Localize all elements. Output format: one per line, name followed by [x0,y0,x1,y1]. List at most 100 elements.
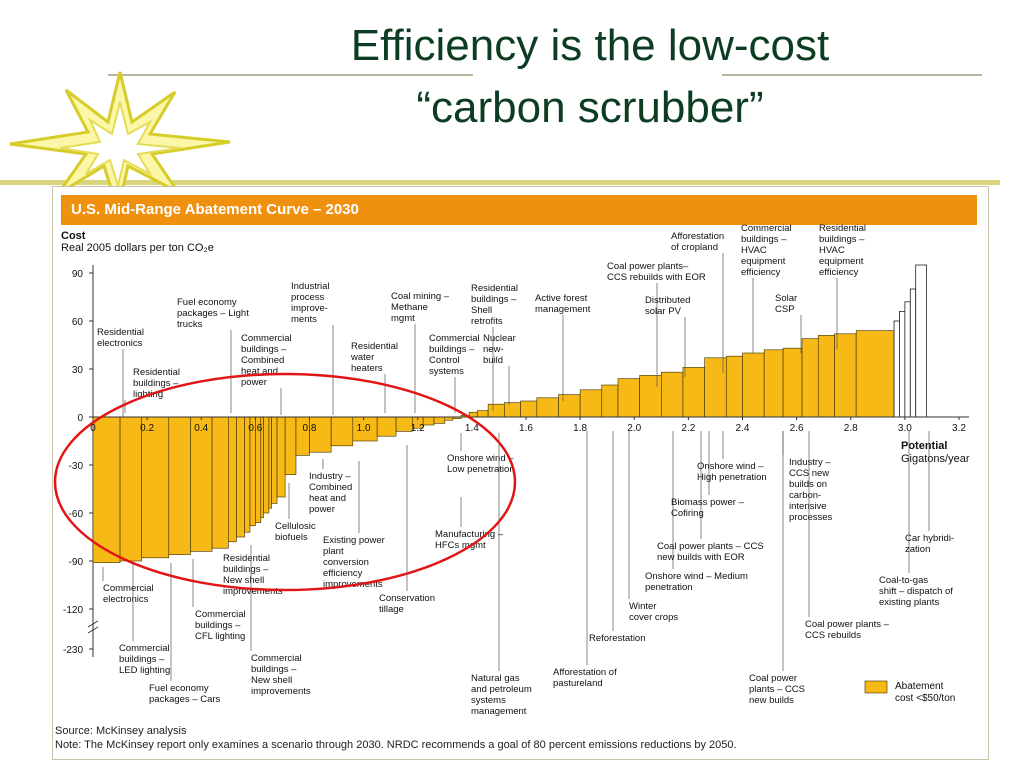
abatement-bar-3 [168,416,191,555]
abatement-bar-2 [141,416,170,559]
abatement-bar-14 [271,416,278,504]
x-tick-label: 0.2 [140,423,154,434]
abatement-bar-45 [763,349,784,418]
abatement-bar-31 [487,403,505,418]
x-axis-unit: Gigatons/year [901,453,970,465]
abatement-bar-39 [639,375,662,418]
abatement-bar-44 [742,352,765,418]
annotation-manufacturing-hfcs: Manufacturing – HFCs mgmt [435,529,504,551]
abatement-bar-33 [520,400,538,418]
y-axis-label: Cost [61,230,86,242]
title-rule-right [722,74,982,76]
annotation-biomass-power-cofiring: Biomass power – Cofiring [671,497,745,519]
x-tick-label: 1.8 [573,423,587,434]
annotation-commercial-electronics: Commercial electronics [103,583,154,605]
x-tick-label: 2.8 [844,423,858,434]
abatement-bar-15 [276,416,286,498]
abatement-bar-50 [855,330,895,418]
abatement-bar-47 [801,338,819,418]
abatement-bar-30 [476,410,489,418]
y-tick-label: -60 [69,509,84,520]
abatement-bar-12 [263,416,270,514]
abatement-bar-43 [725,355,743,418]
annotation-commercial-buildings-control-systems: Commercial buildings – Control systems [429,333,480,377]
high-cost-bar-2 [904,301,911,418]
annotation-residential-buildings-new-shell: Residential buildings – New shell improveme… [223,553,283,597]
y-tick-label: 0 [77,413,83,424]
chart-header: U.S. Mid-Range Abatement Curve – 2030 [61,195,977,225]
y-tick-label: 60 [72,317,84,328]
annotation-solar-csp: Solar CSP [775,293,797,315]
y-axis-unit: Real 2005 dollars per ton CO₂e [61,242,214,254]
slide-title-line-1: Efficiency is the low-cost [350,21,830,70]
annotation-active-forest-management: Active forest management [535,293,591,315]
annotation-fuel-economy-light-trucks: Fuel economy packages – Light trucks [177,297,249,330]
annotation-coal-power-ccs-rebuilds-eor: Coal power plants– CCS rebuilds with EOR [607,261,706,283]
x-tick-label: 3.0 [898,423,912,434]
abatement-bar-5 [211,416,229,549]
note-text: Note: The McKinsey report only examines … [55,739,737,751]
annotation-afforestation-cropland: Afforestation of cropland [671,231,724,253]
y-tick-label: -90 [69,557,84,568]
annotation-commercial-buildings-cfl-lighting: Commercial buildings – CFL lighting [195,609,246,642]
annotation-commercial-buildings-hvac: Commercial buildings – HVAC equipment effici… [741,223,792,278]
high-cost-bar-3 [909,288,917,418]
annotation-industrial-process-improvements: Industrial process improve-ments [291,281,330,325]
x-tick-label: 0.4 [194,423,208,434]
abatement-bar-6 [228,416,237,543]
annotation-onshore-wind-medium: Onshore wind – Medium penetration [645,571,748,593]
abatement-bar-46 [782,347,803,418]
annotation-coal-power-ccs-rebuilds: Coal power plants – CCS rebuilds [805,619,890,641]
abatement-bar-7 [236,416,245,538]
annotation-residential-buildings-lighting: Residential buildings – lighting [133,367,180,400]
x-tick-label: 2.4 [736,423,750,434]
abatement-bar-8 [244,416,251,533]
abatement-bar-19 [330,416,354,447]
chart-title: U.S. Mid-Range Abatement Curve – 2030 [71,201,359,218]
abatement-bar-16 [284,416,297,475]
annotation-fuel-economy-cars: Fuel economy packages – Cars [149,683,221,705]
annotation-commercial-buildings-led-lighting: Commercial buildings – LED lighting [119,643,170,676]
annotation-coal-power-ccs-new-builds: Coal power plants – CCS new builds [749,673,805,706]
legend-swatch [864,680,888,694]
abatement-bar-48 [817,335,835,418]
annotation-natural-gas-petroleum-systems: Natural gas and petroleum systems managemen… [471,673,532,717]
y-tick-label: 90 [72,269,84,280]
abatement-bar-38 [617,378,640,418]
axis-break-mark [87,620,99,628]
high-cost-bar-1 [899,311,906,418]
x-tick-label: 3.2 [952,423,966,434]
annotation-onshore-wind-low: Onshore wind – Low penetration [447,453,515,475]
x-tick-label: 1.0 [357,423,371,434]
x-tick-label: 2.2 [681,423,695,434]
annotation-residential-buildings-hvac: Residential buildings – HVAC equipment effic… [819,223,866,278]
y-tick-label: -30 [69,461,84,472]
annotation-cellulosic-biofuels: Cellulosic biofuels [275,521,316,543]
chart-panel: U.S. Mid-Range Abatement Curve – 2030 Co… [52,186,989,760]
abatement-bar-49 [834,333,857,418]
abatement-bar-21 [376,416,397,437]
legend-label-line-1: Abatement [895,681,944,692]
abatement-bar-32 [504,402,521,418]
abatement-bar-41 [682,367,705,418]
abatement-bar-29 [468,411,478,418]
header-rule [0,180,1000,185]
x-tick-label-origin: 0 [90,423,96,434]
high-cost-bar-0 [893,320,900,418]
abatement-bar-24 [422,416,435,426]
x-tick-label: 1.2 [411,423,425,434]
annotation-coal-to-gas-shift: Coal-to-gas shift – dispatch of existing p… [879,575,953,608]
x-tick-label: 2.6 [790,423,804,434]
annotation-onshore-wind-high: Onshore wind – High penetration [697,461,767,483]
annotation-afforestation-pastureland: Afforestation of pastureland [553,667,617,689]
title-rule-left [108,74,473,76]
abatement-bar-36 [579,389,603,418]
axis-break-mark [87,626,99,634]
y-tick-label: 30 [72,365,84,376]
annotation-residential-water-heaters: Residential water heaters [350,341,398,374]
abatement-bar-0 [92,416,121,563]
abatement-bar-37 [601,384,619,418]
abatement-bar-13 [268,416,272,509]
abatement-bar-4 [190,416,213,552]
annotation-car-hybridization: Car hybridi-zation [905,533,954,555]
